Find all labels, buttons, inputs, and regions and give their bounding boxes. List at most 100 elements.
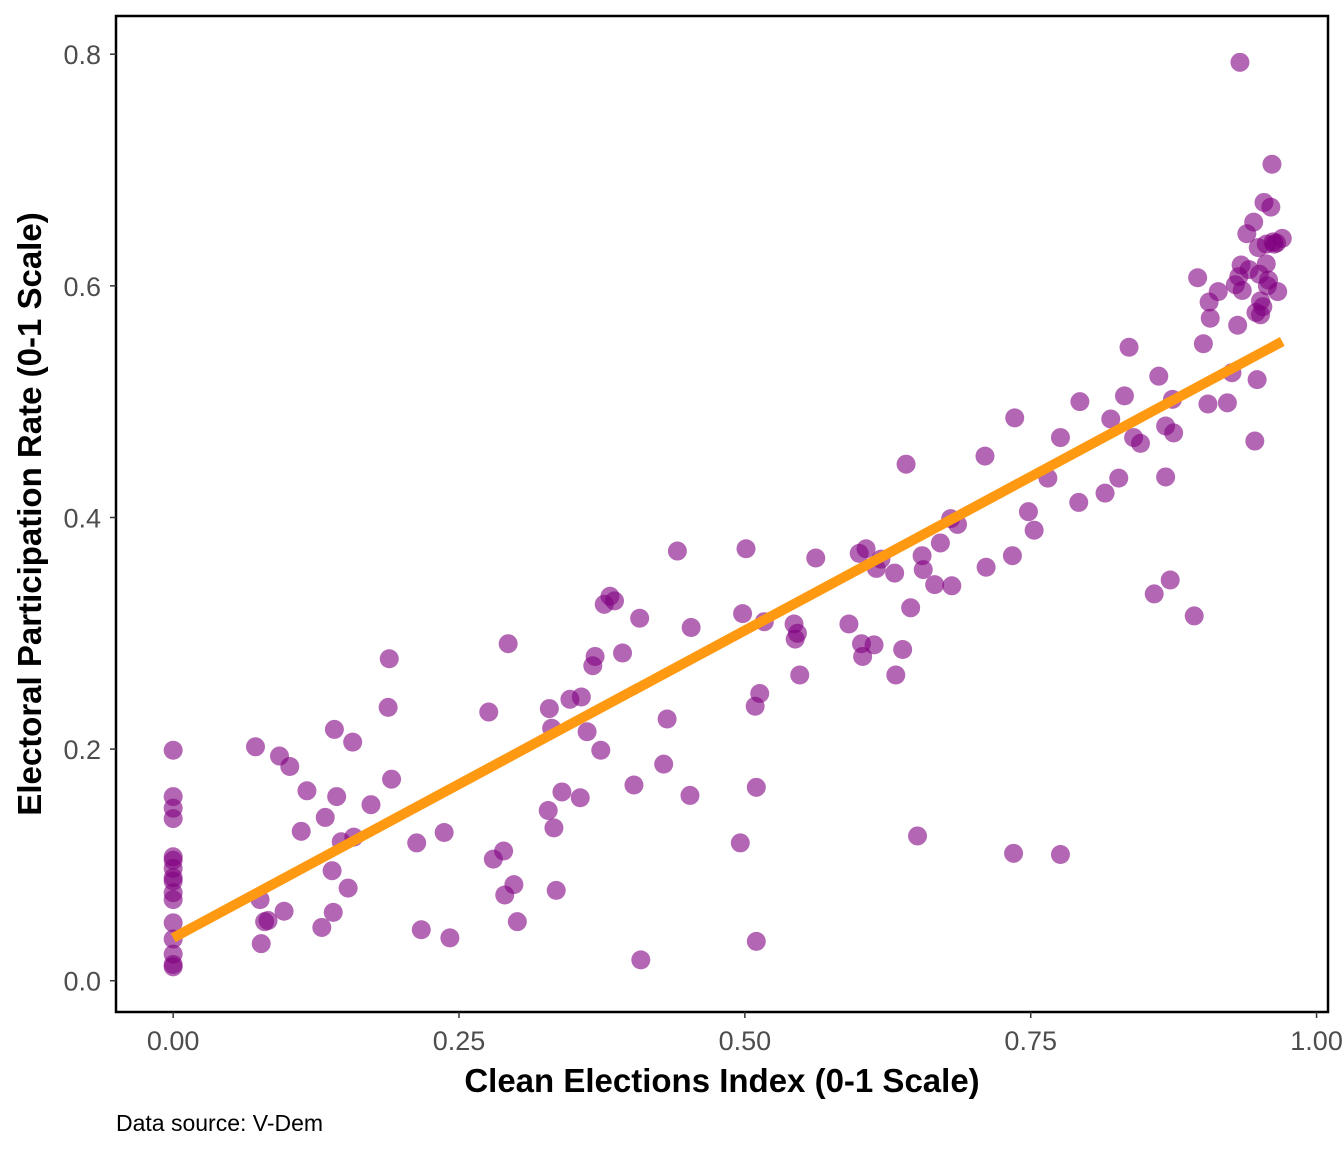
data-point: [896, 454, 916, 474]
data-point: [411, 920, 431, 940]
data-point: [1253, 297, 1273, 317]
data-point: [163, 740, 183, 760]
data-point: [605, 591, 625, 611]
data-point: [315, 807, 335, 827]
data-point: [591, 740, 611, 760]
data-point: [681, 617, 701, 637]
y-tick-label: 0.0: [63, 967, 101, 997]
data-point: [1198, 394, 1218, 414]
data-point: [1109, 468, 1129, 488]
data-point: [361, 795, 381, 815]
data-point: [1130, 433, 1150, 453]
data-point: [1050, 428, 1070, 448]
data-point: [893, 640, 913, 660]
data-point: [942, 576, 962, 596]
data-point: [886, 665, 906, 685]
data-point: [630, 608, 650, 628]
data-point: [1024, 520, 1044, 540]
data-point: [912, 546, 932, 566]
data-point: [908, 826, 928, 846]
data-point: [750, 684, 770, 704]
data-point: [925, 575, 945, 595]
data-point: [1245, 431, 1265, 451]
x-tick-label: 0.75: [1004, 1026, 1057, 1056]
data-point: [382, 769, 402, 789]
data-point: [1004, 843, 1024, 863]
data-point: [1101, 409, 1121, 429]
data-point: [504, 875, 524, 895]
y-axis-title: Electoral Participation Rate (0-1 Scale): [11, 212, 48, 815]
data-point: [790, 665, 810, 685]
x-tick-label: 0.50: [719, 1026, 772, 1056]
x-axis-ticks: 0.00 0.25 0.50 0.75 1.00: [147, 1012, 1343, 1056]
data-point: [322, 861, 342, 881]
data-point: [1160, 570, 1180, 590]
data-point: [327, 787, 347, 807]
data-point: [1228, 315, 1248, 335]
data-point: [1156, 467, 1176, 487]
data-point: [901, 598, 921, 618]
data-point: [930, 533, 950, 553]
data-point: [624, 775, 644, 795]
data-point: [434, 822, 454, 842]
data-point: [163, 809, 183, 829]
data-point: [1114, 386, 1134, 406]
data-point: [163, 890, 183, 910]
data-point: [864, 635, 884, 655]
data-point: [163, 913, 183, 933]
data-point: [613, 643, 633, 663]
data-point: [323, 902, 343, 922]
data-point: [274, 901, 294, 921]
data-point: [746, 777, 766, 797]
data-point: [733, 604, 753, 624]
data-point: [853, 646, 873, 666]
data-point: [1144, 584, 1164, 604]
data-point: [1230, 52, 1250, 72]
data-point: [507, 912, 527, 932]
data-point: [787, 623, 807, 643]
data-point: [1069, 492, 1089, 512]
data-point: [1208, 282, 1228, 302]
data-point: [552, 782, 572, 802]
data-point: [654, 754, 674, 774]
x-tick-label: 1.00: [1290, 1026, 1343, 1056]
data-point: [297, 781, 317, 801]
data-point: [498, 634, 518, 654]
data-point: [730, 833, 750, 853]
data-point: [1217, 393, 1237, 413]
data-point: [975, 446, 995, 466]
data-point: [539, 699, 559, 719]
x-axis-title: Clean Elections Index (0-1 Scale): [464, 1062, 979, 1099]
data-point: [571, 687, 591, 707]
data-point: [1256, 254, 1276, 274]
data-point: [312, 917, 332, 937]
data-point: [856, 539, 876, 559]
y-tick-label: 0.8: [63, 40, 101, 70]
data-point: [1018, 502, 1038, 522]
data-point: [631, 950, 651, 970]
caption: Data source: V-Dem: [116, 1110, 323, 1136]
y-tick-label: 0.2: [63, 735, 101, 765]
plot-panel: [114, 14, 1330, 1014]
data-point: [1200, 308, 1220, 328]
data-point: [1070, 392, 1090, 412]
data-point: [746, 931, 766, 951]
data-point: [1184, 606, 1204, 626]
data-point: [1188, 268, 1208, 288]
data-point: [163, 957, 183, 977]
data-point: [1244, 212, 1264, 232]
data-point: [913, 560, 933, 580]
data-point: [1095, 483, 1115, 503]
data-point: [657, 709, 677, 729]
data-point: [1005, 408, 1025, 428]
data-point: [667, 541, 687, 561]
data-point: [343, 732, 363, 752]
data-point: [258, 911, 278, 931]
data-point: [577, 722, 597, 742]
data-point: [379, 649, 399, 669]
data-point: [976, 557, 996, 577]
trend-line: [170, 337, 1285, 943]
y-tick-label: 0.6: [63, 272, 101, 302]
y-tick-label: 0.4: [63, 503, 101, 533]
